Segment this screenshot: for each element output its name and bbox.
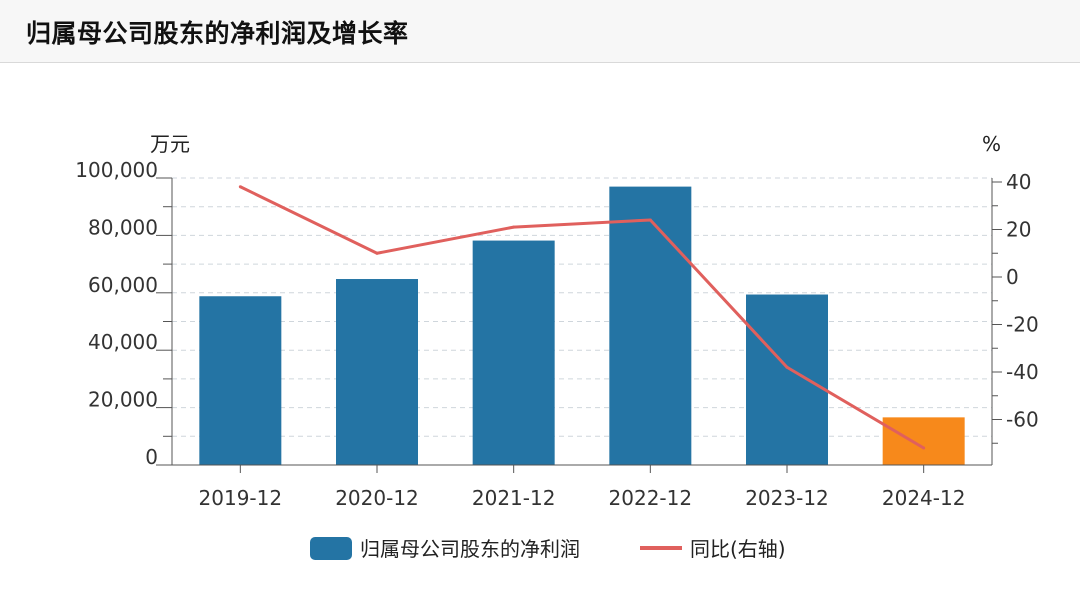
right-tick-label: -20	[1006, 313, 1039, 337]
yoy-point-2021-12	[512, 225, 516, 229]
bar-2021-12	[472, 240, 555, 465]
panel-header: 归属母公司股东的净利润及增长率	[0, 0, 1080, 63]
left-tick-label: 0	[145, 445, 158, 469]
left-tick-label: 80,000	[88, 215, 158, 239]
right-tick-label: -60	[1006, 408, 1039, 432]
left-tick-label: 100,000	[75, 158, 158, 182]
legend: 归属母公司股东的净利润 同比(右轴)	[310, 537, 786, 561]
right-tick-label: 40	[1006, 170, 1031, 194]
yoy-point-2020-12	[375, 251, 379, 255]
yoy-point-2024-12	[922, 446, 926, 450]
yoy-point-2019-12	[238, 185, 242, 189]
x-tick-label: 2024-12	[882, 486, 966, 510]
legend-line-label: 同比(右轴)	[690, 537, 786, 561]
yoy-line	[239, 185, 925, 450]
left-tick-label: 20,000	[88, 388, 158, 412]
x-tick-label: 2021-12	[472, 486, 556, 510]
left-tick-label: 40,000	[88, 330, 158, 354]
line-series	[238, 185, 926, 450]
yoy-point-2022-12	[648, 218, 652, 222]
yoy-point-2023-12	[785, 365, 789, 369]
x-tick-label: 2023-12	[745, 486, 829, 510]
left-tick-label: 60,000	[88, 273, 158, 297]
x-tick-label: 2019-12	[199, 486, 283, 510]
right-tick-label: 20	[1006, 218, 1031, 242]
right-axis-unit: %	[982, 132, 1001, 156]
legend-bar-swatch	[310, 537, 352, 560]
bar-2022-12	[609, 186, 692, 466]
bar-2020-12	[336, 279, 418, 465]
bar-2019-12	[199, 296, 282, 465]
bar-2024-12	[882, 417, 965, 465]
bar-series	[199, 186, 965, 466]
legend-bar-label: 归属母公司股东的净利润	[360, 537, 580, 561]
right-tick-label: -40	[1006, 360, 1039, 384]
x-tick-label: 2020-12	[335, 486, 419, 510]
bar-2023-12	[746, 294, 828, 465]
grid-lines	[172, 177, 992, 437]
chart-title: 归属母公司股东的净利润及增长率	[26, 19, 409, 48]
axes: 0 20,000 40,000 60,000 80,000 100,000 40 20 0 -20…	[75, 132, 1038, 510]
right-tick-label: 0	[1006, 265, 1019, 289]
left-axis-unit: 万元	[150, 132, 190, 156]
x-tick-label: 2022-12	[609, 486, 693, 510]
